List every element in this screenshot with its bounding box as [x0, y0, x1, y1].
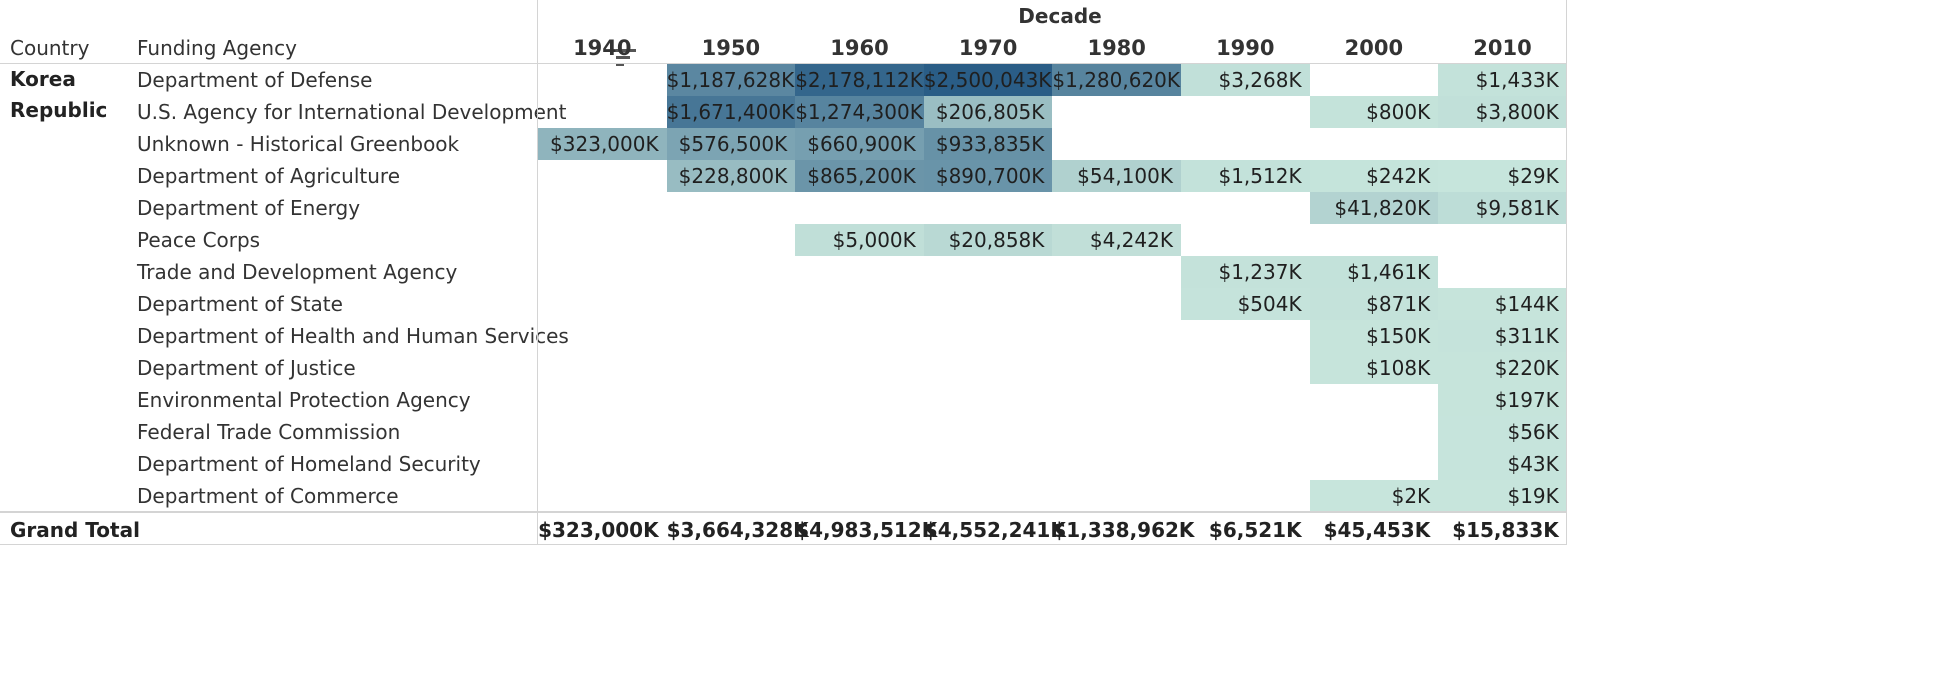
decade-header-1940[interactable]: 1940 — [573, 36, 632, 60]
heatmap-cell-federal-trade-commission-2010[interactable]: $56K — [1438, 416, 1567, 448]
heatmap-cell-department-of-state-2000[interactable]: $871K — [1309, 288, 1439, 320]
heatmap-cell-department-of-state-2010[interactable]: $144K — [1438, 288, 1567, 320]
agency-label-department-of-state[interactable]: Department of State — [137, 292, 343, 316]
heatmap-cell-peace-corps-1960[interactable]: $5,000K — [795, 224, 924, 256]
agency-label-environmental-protection-agency[interactable]: Environmental Protection Agency — [137, 388, 471, 412]
heatmap-cell-department-of-health-and-human-services-2000[interactable]: $150K — [1309, 320, 1439, 352]
heatmap-cell-department-of-defense-1970[interactable]: $2,500,043K — [923, 64, 1053, 96]
heatmap-cell-department-of-defense-1980[interactable]: $1,280,620K — [1052, 64, 1181, 96]
heatmap-cell-u-s-agency-for-international-development-2010[interactable]: $3,800K — [1438, 96, 1567, 128]
agency-label-u-s-agency-for-international-development[interactable]: U.S. Agency for International Developmen… — [137, 100, 567, 124]
funding-agency-column-header[interactable]: Funding Agency — [137, 36, 297, 60]
heatmap-cell-department-of-justice-2010[interactable]: $220K — [1438, 352, 1567, 384]
grand-total-1970[interactable]: $4,552,241K — [923, 518, 1066, 542]
grand-total-1950[interactable]: $3,664,328K — [666, 518, 809, 542]
decade-header-1990[interactable]: 1990 — [1216, 36, 1275, 60]
heatmap-cell-unknown-historical-greenbook-1950[interactable]: $576,500K — [666, 128, 796, 160]
grand-total-2000[interactable]: $45,453K — [1323, 518, 1431, 542]
agency-label-department-of-agriculture[interactable]: Department of Agriculture — [137, 164, 401, 188]
agency-label-department-of-health-and-human-services[interactable]: Department of Health and Human Services — [137, 324, 569, 348]
agency-label-department-of-homeland-security[interactable]: Department of Homeland Security — [137, 452, 481, 476]
heatmap-cell-unknown-historical-greenbook-1970[interactable]: $933,835K — [923, 128, 1053, 160]
heatmap-cell-department-of-commerce-2010[interactable]: $19K — [1438, 480, 1567, 512]
agency-label-department-of-justice[interactable]: Department of Justice — [137, 356, 356, 380]
heatmap-cell-department-of-defense-1950[interactable]: $1,187,628K — [666, 64, 796, 96]
heatmap-cell-department-of-agriculture-2010[interactable]: $29K — [1438, 160, 1567, 192]
heatmap-cell-department-of-defense-1960[interactable]: $2,178,112K — [795, 64, 924, 96]
agency-label-trade-and-development-agency[interactable]: Trade and Development Agency — [137, 260, 458, 284]
grand-total-1980[interactable]: $1,338,962K — [1052, 518, 1195, 542]
heatmap-cell-department-of-defense-1990[interactable]: $3,268K — [1181, 64, 1310, 96]
grand-total-divider — [0, 511, 1566, 513]
agency-label-department-of-defense[interactable]: Department of Defense — [137, 68, 373, 92]
heatmap-cell-u-s-agency-for-international-development-1970[interactable]: $206,805K — [923, 96, 1053, 128]
heatmap-cell-environmental-protection-agency-2010[interactable]: $197K — [1438, 384, 1567, 416]
grand-total-label: Grand Total — [10, 518, 140, 542]
heatmap-cell-department-of-justice-2000[interactable]: $108K — [1309, 352, 1439, 384]
header-divider — [0, 63, 1566, 64]
heatmap-cell-department-of-health-and-human-services-2010[interactable]: $311K — [1438, 320, 1567, 352]
heatmap-cell-department-of-defense-2010[interactable]: $1,433K — [1438, 64, 1567, 96]
decade-header-title: Decade — [1018, 4, 1102, 28]
agency-label-department-of-energy[interactable]: Department of Energy — [137, 196, 361, 220]
agency-label-peace-corps[interactable]: Peace Corps — [137, 228, 261, 252]
heatmap-cell-unknown-historical-greenbook-1960[interactable]: $660,900K — [795, 128, 924, 160]
heatmap-cell-department-of-agriculture-1970[interactable]: $890,700K — [923, 160, 1053, 192]
heatmap-cell-department-of-energy-2010[interactable]: $9,581K — [1438, 192, 1567, 224]
right-border — [1566, 0, 1567, 545]
grand-total-1940[interactable]: $323,000K — [538, 518, 659, 542]
heatmap-cell-trade-and-development-agency-2000[interactable]: $1,461K — [1309, 256, 1439, 288]
grand-total-1990[interactable]: $6,521K — [1208, 518, 1302, 542]
heatmap-cell-department-of-agriculture-1980[interactable]: $54,100K — [1052, 160, 1181, 192]
sort-descending-icon[interactable] — [614, 46, 638, 68]
grand-total-1960[interactable]: $4,983,512K — [795, 518, 938, 542]
heatmap-cell-department-of-commerce-2000[interactable]: $2K — [1309, 480, 1439, 512]
country-column-header[interactable]: Country — [10, 36, 90, 60]
heatmap-cell-peace-corps-1970[interactable]: $20,858K — [923, 224, 1053, 256]
heatmap-cell-unknown-historical-greenbook-1940[interactable]: $323,000K — [538, 128, 667, 160]
decade-header-1980[interactable]: 1980 — [1087, 36, 1146, 60]
row-header-divider — [537, 0, 538, 545]
agency-label-federal-trade-commission[interactable]: Federal Trade Commission — [137, 420, 401, 444]
heatmap-cell-peace-corps-1980[interactable]: $4,242K — [1052, 224, 1181, 256]
decade-header-1950[interactable]: 1950 — [701, 36, 761, 60]
agency-label-unknown-historical-greenbook[interactable]: Unknown - Historical Greenbook — [137, 132, 460, 156]
heatmap-cell-department-of-energy-2000[interactable]: $41,820K — [1309, 192, 1439, 224]
heatmap-cell-department-of-agriculture-1950[interactable]: $228,800K — [666, 160, 796, 192]
heatmap-cell-u-s-agency-for-international-development-1960[interactable]: $1,274,300K — [795, 96, 924, 128]
bottom-border — [0, 544, 1566, 545]
heatmap-cell-department-of-agriculture-1990[interactable]: $1,512K — [1181, 160, 1310, 192]
heatmap-cell-department-of-homeland-security-2010[interactable]: $43K — [1438, 448, 1567, 480]
country-korea-republic[interactable]: Korea Republic — [10, 67, 108, 122]
heatmap-cell-u-s-agency-for-international-development-1950[interactable]: $1,671,400K — [666, 96, 796, 128]
heatmap-cell-department-of-agriculture-1960[interactable]: $865,200K — [795, 160, 924, 192]
decade-header-1970[interactable]: 1970 — [958, 36, 1018, 60]
heatmap-cell-department-of-state-1990[interactable]: $504K — [1181, 288, 1310, 320]
grand-total-2010[interactable]: $15,833K — [1452, 518, 1559, 542]
decade-header-2010[interactable]: 2010 — [1473, 36, 1532, 60]
heatmap-cell-department-of-agriculture-2000[interactable]: $242K — [1309, 160, 1439, 192]
agency-label-department-of-commerce[interactable]: Department of Commerce — [137, 484, 399, 508]
heatmap-cell-trade-and-development-agency-1990[interactable]: $1,237K — [1181, 256, 1310, 288]
heatmap-cell-u-s-agency-for-international-development-2000[interactable]: $800K — [1309, 96, 1439, 128]
decade-header-2000[interactable]: 2000 — [1344, 36, 1404, 60]
decade-header-1960[interactable]: 1960 — [830, 36, 889, 60]
